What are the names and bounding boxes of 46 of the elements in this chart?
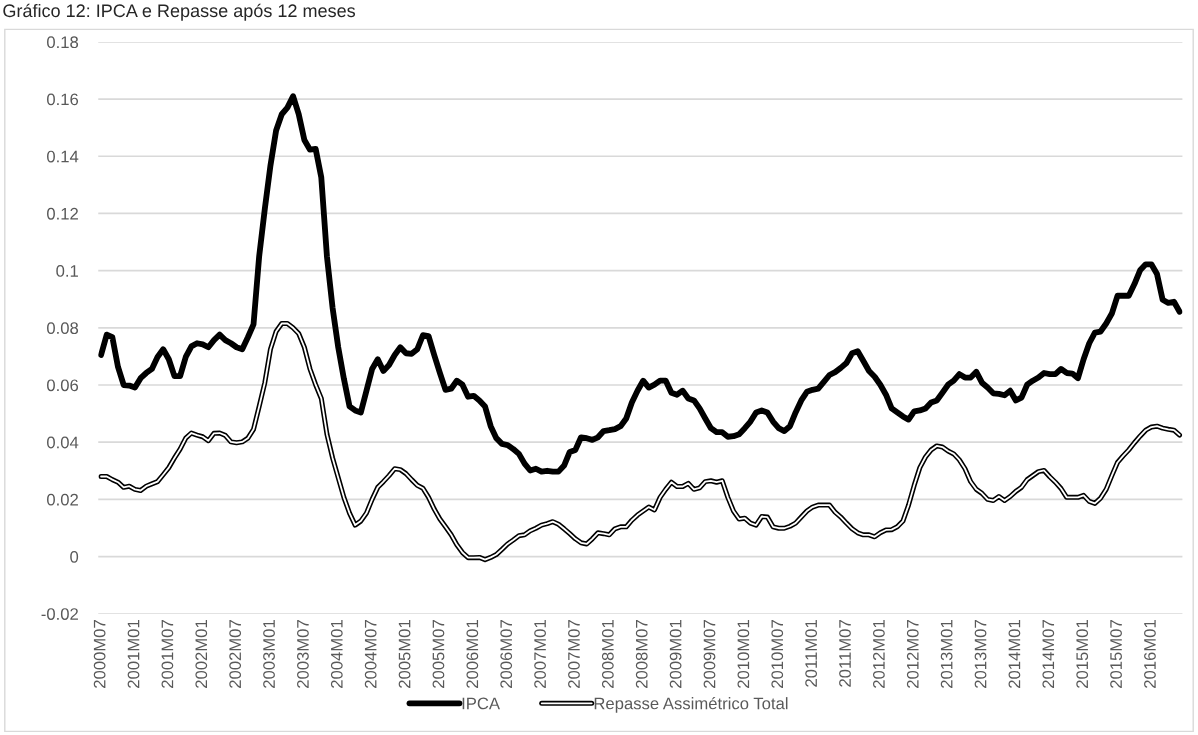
- y-tick-label: 0: [70, 550, 79, 563]
- x-tick-label: 2013M01: [940, 620, 953, 688]
- x-tick-label: 2008M01: [601, 620, 614, 688]
- y-tick-label: 0.14: [47, 150, 79, 163]
- y-tick-label: 0.1: [56, 265, 78, 277]
- x-tick-label: 2000M07: [93, 620, 106, 688]
- y-tick-label: 0.08: [47, 322, 79, 335]
- x-tick-label: 2003M07: [297, 620, 309, 688]
- y-tick-label: 0.04: [47, 436, 79, 449]
- y-tick-label: 0.06: [47, 379, 79, 392]
- legend-label: Repasse Assimétrico Total: [594, 696, 788, 713]
- x-tick-label: 2014M01: [1008, 620, 1021, 688]
- x-tick-label: 2012M07: [906, 620, 919, 688]
- x-tick-label: 2007M01: [534, 620, 546, 688]
- x-tick-label: 2008M07: [635, 620, 648, 688]
- y-tick-label: 0.02: [47, 493, 78, 506]
- x-tick-label: 2011M07: [839, 620, 851, 687]
- x-tick-label: 2004M07: [364, 620, 377, 688]
- x-tick-label: 2016M01: [1144, 620, 1156, 688]
- legend-label: IPCA: [462, 697, 501, 710]
- x-tick-label: 2009M07: [703, 620, 716, 688]
- x-tick-label: 2010M01: [737, 620, 750, 688]
- x-tick-label: 2012M01: [872, 620, 885, 688]
- x-tick-label: 2015M01: [1076, 620, 1089, 688]
- y-tick-label: 0.18: [47, 36, 79, 49]
- x-tick-label: 2004M01: [330, 620, 343, 688]
- x-tick-label: 2002M07: [229, 620, 242, 688]
- x-tick-label: 2010M07: [771, 620, 784, 688]
- x-tick-label: 2006M01: [466, 620, 479, 688]
- chart-title: Gráfico 12: IPCA e Repasse após 12 meses: [3, 3, 356, 21]
- y-tick-label: 0.12: [47, 207, 78, 220]
- x-tick-label: 2001M01: [127, 620, 140, 688]
- x-tick-label: 2013M07: [974, 620, 987, 688]
- x-tick-label: 2014M07: [1042, 620, 1055, 688]
- y-tick-label: 0.16: [47, 93, 79, 106]
- x-tick-label: 2003M01: [263, 620, 275, 688]
- x-tick-label: 2001M07: [161, 620, 174, 688]
- x-tick-label: 2006M07: [500, 620, 513, 688]
- x-tick-label: 2002M01: [195, 620, 208, 688]
- x-tick-label: 2005M01: [398, 620, 411, 688]
- x-tick-label: 2007M07: [568, 620, 580, 688]
- x-tick-label: 2005M07: [432, 620, 445, 688]
- x-tick-label: 2011M01: [805, 620, 818, 687]
- x-tick-label: 2009M01: [669, 620, 682, 688]
- y-tick-label: -0.02: [41, 608, 78, 620]
- x-tick-label: 2015M07: [1110, 620, 1122, 688]
